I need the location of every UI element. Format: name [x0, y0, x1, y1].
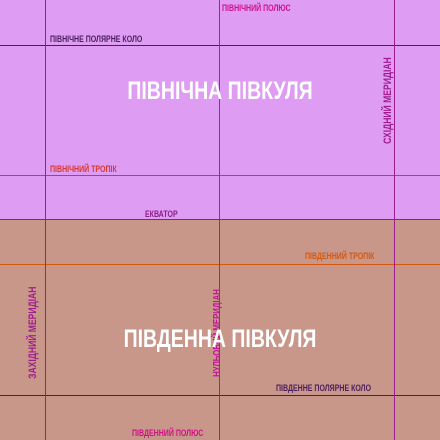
equator-label: ЕКВАТОР [145, 209, 178, 219]
arctic-circle-label: ПІВНІЧНЕ ПОЛЯРНЕ КОЛО [50, 34, 143, 44]
arctic-circle-line [0, 45, 440, 46]
prime-meridian-line [219, 0, 220, 440]
southern-hemisphere-title: ПІВДЕННА ПІВКУЛЯ [123, 325, 317, 353]
equator-line [0, 219, 440, 220]
antarctic-circle-line [0, 395, 440, 396]
south-pole-label: ПІВДЕННИЙ ПОЛЮС [132, 428, 204, 438]
tropic-of-cancer-label: ПІВНІЧНИЙ ТРОПІК [50, 164, 117, 174]
western-meridian-line [45, 0, 46, 440]
tropic-of-capricorn-label: ПІВДЕННИЙ ТРОПІК [305, 251, 375, 261]
antarctic-circle-label: ПІВДЕННЕ ПОЛЯРНЕ КОЛО [276, 383, 372, 393]
western-meridian-label: ЗАХІДНИЙ МЕРИДІАН [27, 286, 39, 379]
tropic-of-capricorn-line [0, 264, 440, 265]
north-pole-label: ПІВНІЧНИЙ ПОЛЮС [222, 3, 291, 13]
tropic-of-cancer-line [0, 175, 440, 176]
eastern-meridian-line [394, 0, 395, 440]
northern-hemisphere-area [0, 0, 440, 220]
southern-hemisphere-area [0, 220, 440, 440]
northern-hemisphere-title: ПІВНІЧНА ПІВКУЛЯ [127, 77, 313, 105]
